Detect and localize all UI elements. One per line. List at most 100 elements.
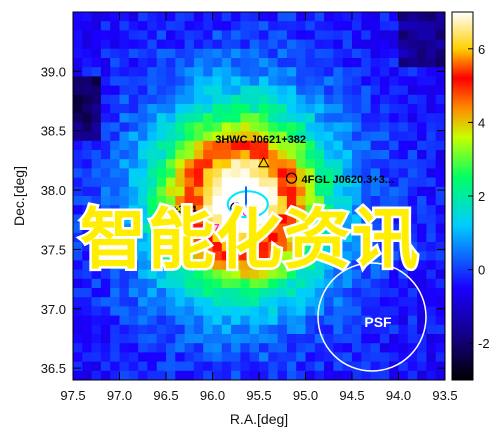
heatmap-pixel	[221, 58, 232, 68]
heatmap-pixel	[128, 324, 139, 335]
heatmap-pixel	[277, 223, 288, 234]
heatmap-pixel	[156, 196, 167, 206]
heatmap-pixel	[324, 12, 334, 22]
heatmap-pixel	[314, 85, 325, 96]
heatmap-pixel	[352, 205, 362, 215]
heatmap-pixel	[175, 334, 185, 344]
heatmap-pixel	[259, 352, 269, 362]
heatmap-pixel	[286, 94, 297, 105]
heatmap-pixel	[370, 168, 381, 178]
heatmap-pixel	[82, 343, 92, 353]
heatmap-pixel	[268, 324, 278, 335]
y-tick-label: 38.5	[41, 124, 66, 139]
heatmap-pixel	[305, 334, 316, 344]
heatmap-pixel	[100, 85, 111, 96]
heatmap-pixel	[426, 131, 437, 142]
heatmap-pixel	[110, 76, 120, 86]
source-label: 3HWC J0621+382	[215, 134, 306, 146]
heatmap-pixel	[91, 113, 102, 123]
heatmap-pixel	[231, 214, 241, 224]
heatmap-pixel	[417, 21, 427, 31]
heatmap-pixel	[221, 131, 232, 142]
heatmap-pixel	[296, 150, 306, 160]
heatmap-pixel	[128, 48, 139, 59]
heatmap-pixel	[82, 140, 92, 151]
heatmap-pixel	[277, 168, 288, 178]
heatmap-pixel	[249, 315, 260, 326]
heatmap-pixel	[138, 58, 148, 68]
heatmap-pixel	[324, 159, 334, 169]
heatmap-pixel	[259, 196, 269, 206]
x-tick-label: 94.0	[386, 388, 411, 403]
heatmap-pixel	[156, 85, 167, 96]
heatmap-pixel	[203, 94, 213, 105]
heatmap-pixel	[147, 196, 158, 206]
heatmap-pixel	[91, 168, 102, 178]
heatmap-pixel	[286, 39, 297, 50]
heatmap-pixel	[138, 196, 148, 206]
heatmap-pixel	[379, 21, 390, 31]
heatmap-pixel	[435, 122, 445, 132]
heatmap-pixel	[166, 104, 176, 114]
heatmap-pixel	[324, 269, 334, 280]
heatmap-pixel	[203, 58, 213, 68]
heatmap-pixel	[147, 352, 158, 362]
x-axis-label: R.A.[deg]	[230, 411, 288, 427]
heatmap-pixel	[203, 168, 213, 178]
heatmap-pixel	[82, 324, 92, 335]
heatmap-pixel	[324, 251, 334, 261]
heatmap-pixel	[296, 232, 306, 243]
heatmap-pixel	[277, 12, 288, 22]
heatmap-pixel	[379, 67, 390, 77]
heatmap-pixel	[110, 232, 120, 243]
heatmap-pixel	[156, 58, 167, 68]
heatmap-pixel	[82, 242, 92, 252]
heatmap-pixel	[175, 315, 185, 326]
heatmap-pixel	[259, 30, 269, 40]
heatmap-pixel	[193, 140, 204, 151]
x-tick-label: 96.5	[153, 388, 178, 403]
heatmap-pixel	[286, 85, 297, 96]
heatmap-pixel	[398, 223, 409, 234]
colorbar-tick-label: 0	[478, 263, 485, 278]
heatmap-pixel	[342, 242, 353, 252]
heatmap-pixel	[435, 177, 445, 188]
heatmap-pixel	[212, 76, 223, 86]
heatmap-pixel	[435, 21, 445, 31]
heatmap-pixel	[305, 94, 316, 105]
heatmap-pixel	[231, 12, 241, 22]
heatmap-pixel	[407, 288, 418, 298]
heatmap-pixel	[203, 12, 213, 22]
heatmap-pixel	[193, 21, 204, 31]
heatmap-pixel	[370, 361, 381, 372]
heatmap-pixel	[370, 39, 381, 50]
heatmap-pixel	[166, 113, 176, 123]
heatmap-pixel	[389, 168, 399, 178]
heatmap-pixel	[175, 361, 185, 372]
heatmap-pixel	[417, 58, 427, 68]
heatmap-pixel	[435, 242, 445, 252]
heatmap-pixel	[435, 260, 445, 270]
heatmap-pixel	[110, 278, 120, 289]
heatmap-pixel	[417, 140, 427, 151]
heatmap-pixel	[342, 21, 353, 31]
heatmap-pixel	[110, 150, 120, 160]
heatmap-pixel	[119, 251, 130, 261]
heatmap-pixel	[417, 242, 427, 252]
heatmap-pixel	[407, 186, 418, 197]
y-tick-label: 37.0	[41, 302, 66, 317]
heatmap-pixel	[379, 324, 390, 335]
heatmap-pixel	[100, 67, 111, 77]
heatmap-pixel	[296, 67, 306, 77]
heatmap-pixel	[91, 324, 102, 335]
heatmap-pixel	[212, 315, 223, 326]
heatmap-pixel	[324, 361, 334, 372]
heatmap-pixel	[352, 343, 362, 353]
heatmap-pixel	[268, 58, 278, 68]
heatmap-pixel	[240, 297, 251, 307]
heatmap-pixel	[156, 94, 167, 105]
heatmap-pixel	[259, 21, 269, 31]
x-tick-label: 97.0	[107, 388, 132, 403]
heatmap-pixel	[175, 140, 185, 151]
heatmap-pixel	[333, 288, 344, 298]
